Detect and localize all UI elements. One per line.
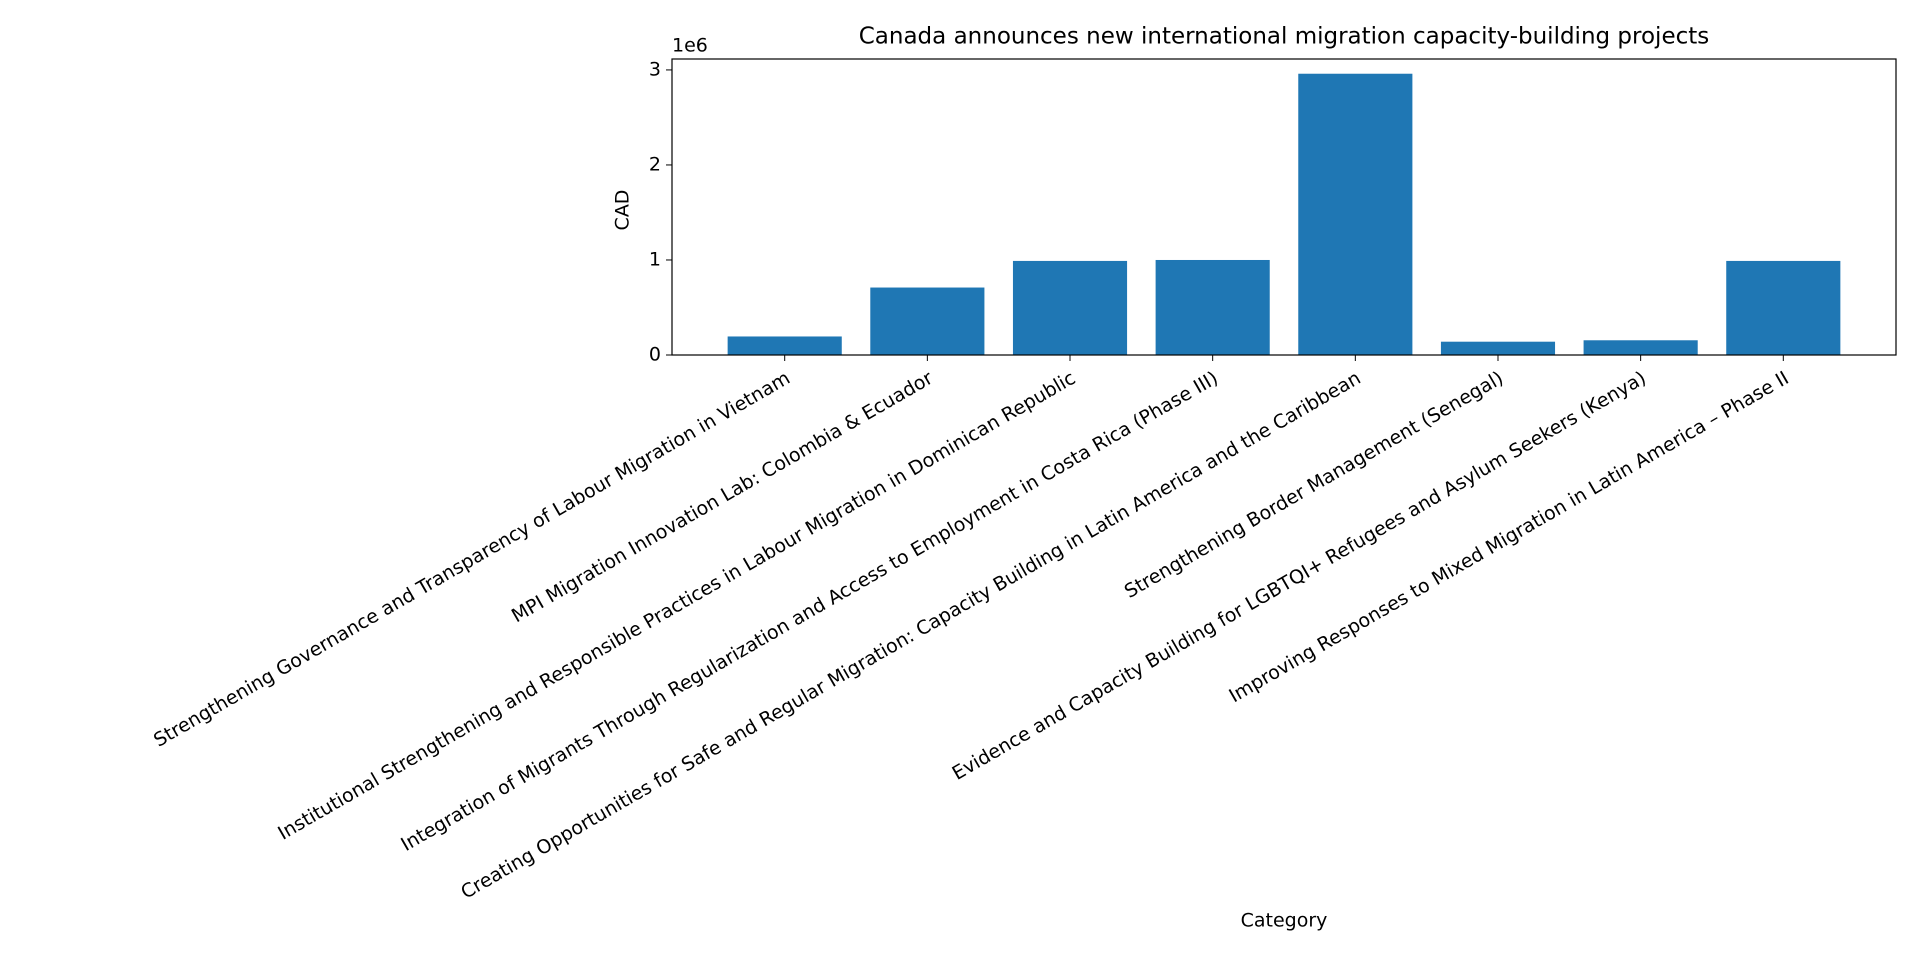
bar: [870, 287, 985, 355]
x-axis-label: Category: [1241, 910, 1328, 932]
y-offset-label: 1e6: [672, 35, 708, 57]
x-tick-label: Creating Opportunities for Safe and Regu…: [457, 367, 1364, 904]
y-tick-label: 0: [649, 344, 661, 366]
plot-frame: [671, 58, 1897, 356]
bar: [1583, 340, 1698, 355]
bar: [1440, 341, 1556, 355]
x-tick-label: Evidence and Capacity Building for LGBTQ…: [948, 367, 1649, 785]
bar: [1155, 259, 1270, 355]
bar: [727, 336, 842, 355]
x-tick-label: Strengthening Governance and Transparenc…: [150, 367, 794, 751]
y-tick-label: 3: [649, 58, 661, 80]
y-tick-label: 1: [649, 248, 661, 270]
chart-title: Canada announces new international migra…: [859, 24, 1710, 50]
y-axis-label: CAD: [612, 190, 634, 231]
y-tick-label: 2: [649, 153, 661, 175]
bar: [1298, 73, 1413, 355]
bar: [1012, 260, 1128, 355]
bar: [1726, 260, 1841, 355]
x-tick-label: Improving Responses to Mixed Migration i…: [1225, 367, 1792, 707]
